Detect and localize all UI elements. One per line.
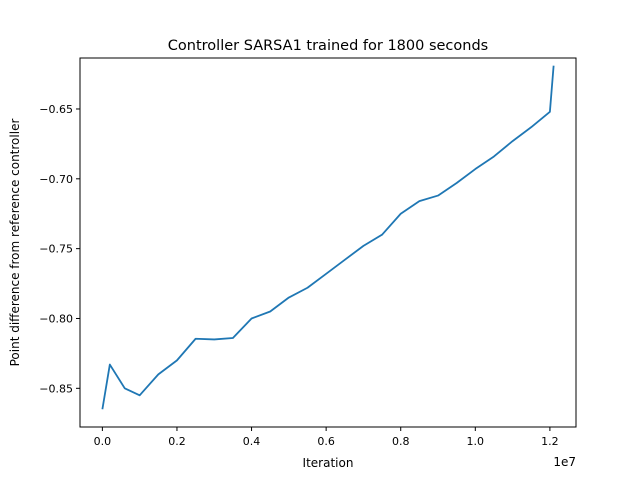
axes-frame [79, 57, 577, 428]
x-tick-label: 0.0 [94, 435, 112, 448]
chart-title: Controller SARSA1 trained for 1800 secon… [168, 38, 488, 54]
x-tick-label: 1.2 [541, 435, 559, 448]
x-tick-label: 1.0 [467, 435, 485, 448]
y-axis: −0.85 −0.80 −0.75 −0.70 −0.65 [39, 103, 80, 395]
y-tick-label: −0.80 [39, 312, 73, 325]
y-tick-label: −0.85 [39, 382, 73, 395]
x-tick-label: 0.2 [168, 435, 186, 448]
x-tick-label: 0.4 [243, 435, 261, 448]
series-layer [101, 65, 555, 410]
y-axis-label: Point difference from reference controll… [8, 119, 22, 367]
x-tick-label: 0.6 [317, 435, 335, 448]
y-tick-label: −0.75 [39, 243, 73, 256]
x-axis-label: Iteration [303, 456, 354, 470]
series-line [101, 65, 555, 410]
x-axis: 0.0 0.2 0.4 0.6 0.8 1.0 1.2 [94, 427, 559, 448]
y-tick-label: −0.65 [39, 103, 73, 116]
x-tick-label: 0.8 [392, 435, 410, 448]
y-tick-label: −0.70 [39, 173, 73, 186]
x-axis-offset-label: 1e7 [553, 455, 576, 469]
